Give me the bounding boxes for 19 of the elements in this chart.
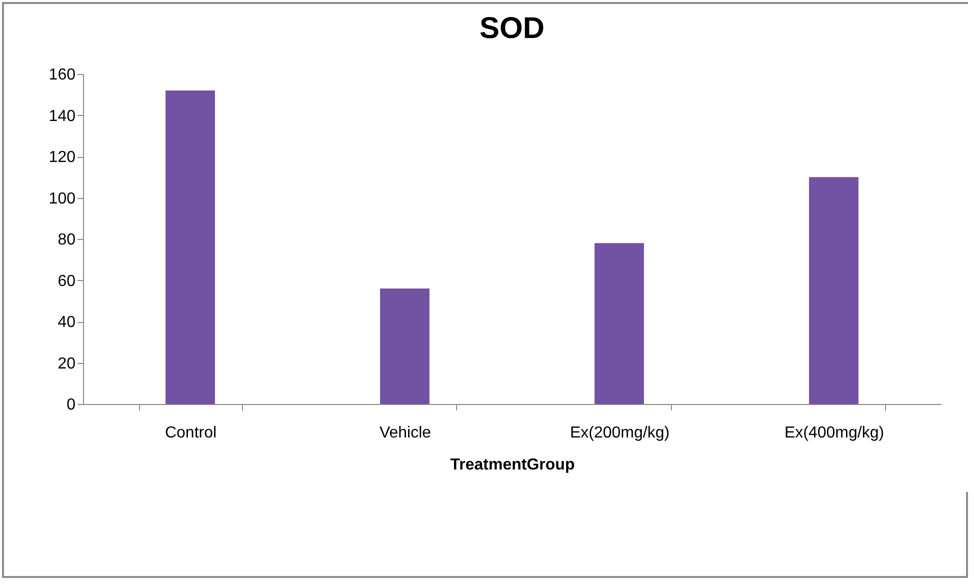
y-tick-label: 20 [58, 355, 76, 372]
y-tick-label: 160 [48, 66, 76, 84]
x-tick-label: Control [164, 424, 217, 442]
y-tick-label: 100 [48, 190, 76, 208]
bar [166, 90, 215, 404]
x-tick-label: Ex(200mg/kg) [570, 424, 670, 442]
x-tick-label: Vehicle [379, 424, 432, 442]
bar [809, 177, 858, 404]
y-tick-label: 120 [48, 149, 76, 166]
bar [380, 288, 430, 404]
y-tick-label: 60 [58, 272, 76, 290]
y-tick-label: 0 [66, 396, 76, 414]
y-tick-label: 40 [58, 314, 76, 331]
y-tick-label: 140 [48, 108, 76, 125]
x-axis-title: TreatmentGroup [450, 456, 575, 474]
y-tick-label: 80 [58, 232, 76, 248]
chart-title: SOD [479, 12, 545, 45]
x-tick-label: Ex(400mg/kg) [784, 424, 884, 442]
bar [594, 243, 644, 404]
